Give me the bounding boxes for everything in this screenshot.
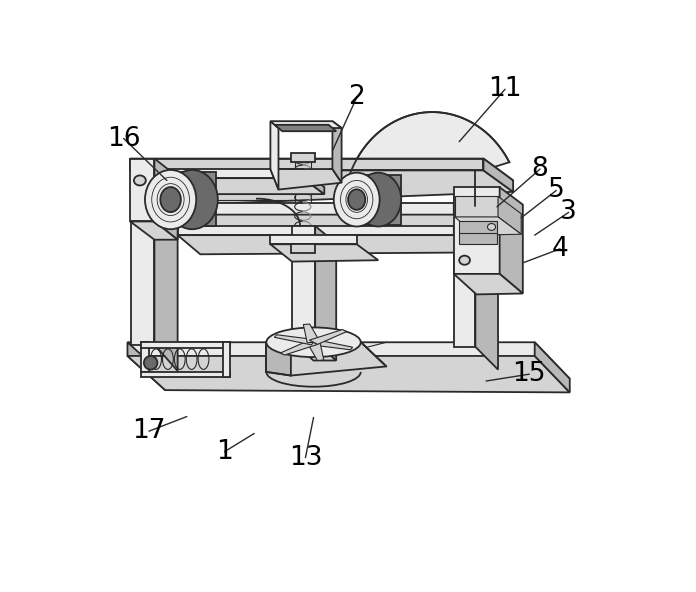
Polygon shape	[155, 169, 177, 371]
Text: 11: 11	[489, 76, 522, 102]
Polygon shape	[270, 121, 278, 189]
Text: 4: 4	[552, 236, 569, 262]
Polygon shape	[454, 226, 475, 252]
Text: 8: 8	[532, 156, 548, 182]
Text: 2: 2	[348, 85, 365, 111]
Ellipse shape	[134, 175, 145, 185]
Polygon shape	[274, 334, 316, 345]
Polygon shape	[500, 187, 523, 294]
Polygon shape	[127, 356, 570, 392]
Ellipse shape	[459, 256, 470, 265]
Polygon shape	[311, 340, 353, 350]
Polygon shape	[270, 235, 356, 244]
Ellipse shape	[487, 224, 496, 230]
Text: 5: 5	[548, 178, 564, 204]
Text: 16: 16	[107, 126, 141, 152]
Polygon shape	[266, 342, 386, 375]
Polygon shape	[155, 169, 303, 178]
Polygon shape	[171, 172, 216, 226]
Polygon shape	[292, 342, 336, 361]
Polygon shape	[303, 324, 320, 343]
Polygon shape	[130, 159, 484, 170]
Ellipse shape	[144, 356, 157, 369]
Polygon shape	[280, 340, 317, 355]
Polygon shape	[132, 169, 155, 345]
Ellipse shape	[356, 173, 401, 227]
Polygon shape	[141, 342, 230, 348]
Polygon shape	[270, 121, 342, 128]
Ellipse shape	[166, 170, 218, 229]
Polygon shape	[475, 169, 498, 369]
Ellipse shape	[160, 187, 181, 212]
Ellipse shape	[334, 173, 379, 227]
Text: 15: 15	[512, 361, 546, 387]
Polygon shape	[130, 159, 155, 221]
Polygon shape	[130, 170, 513, 205]
Polygon shape	[454, 203, 475, 233]
Polygon shape	[177, 226, 454, 235]
Polygon shape	[307, 342, 324, 361]
Polygon shape	[454, 187, 500, 274]
Polygon shape	[266, 342, 291, 375]
Polygon shape	[155, 178, 324, 194]
Polygon shape	[455, 197, 498, 217]
Polygon shape	[270, 244, 379, 262]
Polygon shape	[130, 221, 177, 240]
Polygon shape	[291, 244, 315, 253]
Polygon shape	[315, 226, 336, 361]
Polygon shape	[155, 159, 177, 240]
Polygon shape	[455, 217, 521, 235]
Polygon shape	[223, 342, 230, 377]
Polygon shape	[291, 153, 315, 162]
Text: 13: 13	[289, 445, 322, 471]
Polygon shape	[141, 372, 230, 377]
Polygon shape	[310, 330, 347, 345]
Polygon shape	[130, 159, 513, 197]
Polygon shape	[454, 169, 475, 347]
Ellipse shape	[145, 170, 196, 229]
Polygon shape	[292, 226, 315, 342]
Polygon shape	[141, 342, 149, 372]
Ellipse shape	[348, 189, 365, 210]
Polygon shape	[275, 125, 336, 131]
Polygon shape	[484, 159, 513, 192]
Polygon shape	[498, 197, 521, 234]
Text: 1: 1	[216, 439, 233, 465]
Polygon shape	[177, 215, 475, 235]
Polygon shape	[344, 112, 509, 213]
Polygon shape	[127, 342, 165, 390]
Polygon shape	[127, 342, 570, 390]
Polygon shape	[177, 203, 454, 215]
Polygon shape	[303, 169, 324, 194]
Ellipse shape	[267, 327, 361, 357]
Polygon shape	[270, 169, 342, 189]
Polygon shape	[333, 121, 342, 183]
Polygon shape	[459, 221, 497, 244]
Polygon shape	[454, 274, 523, 294]
Text: 17: 17	[132, 418, 166, 444]
Text: 3: 3	[560, 200, 577, 226]
Polygon shape	[177, 235, 475, 255]
Polygon shape	[356, 175, 401, 225]
Polygon shape	[535, 342, 570, 392]
